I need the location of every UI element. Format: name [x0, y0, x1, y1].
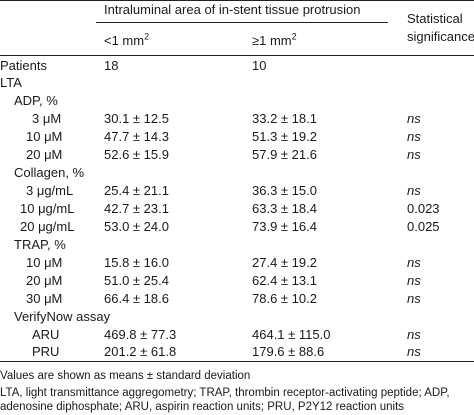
group-header-title: Intraluminal area of in-stent tissue pro… — [104, 2, 361, 17]
group-header-underline — [96, 22, 388, 23]
row-label: ARU — [32, 327, 60, 342]
cell-lt1: 30.1 ± 12.5 — [104, 111, 169, 126]
cell-significance: ns — [407, 344, 421, 359]
cell-significance: ns — [407, 273, 421, 288]
cell-lt1: 469.8 ± 77.3 — [104, 327, 177, 342]
cell-ge1: 73.9 ± 16.4 — [252, 219, 317, 234]
row-label: VerifyNow assay — [14, 309, 111, 324]
cell-lt1: 25.4 ± 21.1 — [104, 183, 169, 198]
cell-lt1: 52.6 ± 15.9 — [104, 147, 169, 162]
table-bottom-rule — [0, 361, 474, 362]
cell-ge1: 179.6 ± 88.6 — [252, 344, 325, 359]
row-label: 10 μg/mL — [20, 201, 75, 216]
cell-significance: 0.023 — [407, 201, 440, 216]
row-label: Collagen, % — [14, 165, 85, 180]
row-label: 10 μM — [26, 129, 63, 144]
cell-lt1: 15.8 ± 16.0 — [104, 255, 169, 270]
cell-ge1: 27.4 ± 19.2 — [252, 255, 317, 270]
cell-lt1: 47.7 ± 14.3 — [104, 129, 169, 144]
cell-significance: ns — [407, 183, 421, 198]
row-label: 10 μM — [26, 255, 63, 270]
footnote-abbreviations-line1: LTA, light transmittance aggregometry; T… — [0, 387, 450, 399]
row-label: PRU — [32, 344, 60, 359]
cell-ge1: 63.3 ± 18.4 — [252, 201, 317, 216]
column-header-ge1: ≥1 mm2 — [252, 31, 297, 49]
header-bottom-rule — [0, 55, 474, 56]
cell-ge1: 464.1 ± 115.0 — [252, 327, 331, 342]
row-label: LTA — [0, 75, 22, 90]
top-rule — [0, 0, 474, 1]
cell-ge1: 36.3 ± 15.0 — [252, 183, 317, 198]
column-header-lt1: <1 mm2 — [104, 31, 150, 49]
footnote-values: Values are shown as means ± standard dev… — [0, 370, 251, 382]
cell-lt1: 18 — [104, 58, 119, 73]
cell-significance: ns — [407, 147, 421, 162]
column-header-significance-line2: significance — [407, 29, 474, 44]
cell-ge1: 62.4 ± 13.1 — [252, 273, 317, 288]
cell-ge1: 51.3 ± 19.2 — [252, 129, 317, 144]
cell-ge1: 33.2 ± 18.1 — [252, 111, 317, 126]
cell-lt1: 51.0 ± 25.4 — [104, 273, 169, 288]
row-label: 3 μM — [32, 111, 62, 126]
column-header-ge1-text: ≥1 mm — [252, 33, 292, 48]
row-label: Patients — [0, 58, 47, 73]
cell-ge1: 57.9 ± 21.6 — [252, 147, 317, 162]
cell-significance: ns — [407, 111, 421, 126]
column-header-lt1-sup: 2 — [144, 31, 150, 42]
row-label: 20 μM — [26, 147, 63, 162]
footnote-abbreviations-line2: adenosine diphosphate; ARU, aspirin reac… — [0, 401, 405, 413]
cell-ge1: 78.6 ± 10.2 — [252, 291, 317, 306]
column-header-significance-line1: Statistical — [407, 11, 463, 26]
row-label: 30 μM — [26, 291, 63, 306]
cell-significance: 0.025 — [407, 219, 440, 234]
cell-lt1: 42.7 ± 23.1 — [104, 201, 169, 216]
cell-significance: ns — [407, 255, 421, 270]
cell-significance: ns — [407, 129, 421, 144]
row-label: 20 μM — [26, 273, 63, 288]
row-label: ADP, % — [14, 93, 58, 108]
cell-lt1: 53.0 ± 24.0 — [104, 219, 169, 234]
cell-significance: ns — [407, 291, 421, 306]
column-header-ge1-sup: 2 — [291, 31, 297, 42]
cell-lt1: 201.2 ± 61.8 — [104, 344, 177, 359]
row-label: TRAP, % — [14, 237, 66, 252]
row-label: 3 μg/mL — [26, 183, 74, 198]
cell-ge1: 10 — [252, 58, 267, 73]
cell-significance: ns — [407, 327, 421, 342]
column-header-lt1-text: <1 mm — [104, 33, 145, 48]
cell-lt1: 66.4 ± 18.6 — [104, 291, 169, 306]
row-label: 20 μg/mL — [20, 219, 75, 234]
